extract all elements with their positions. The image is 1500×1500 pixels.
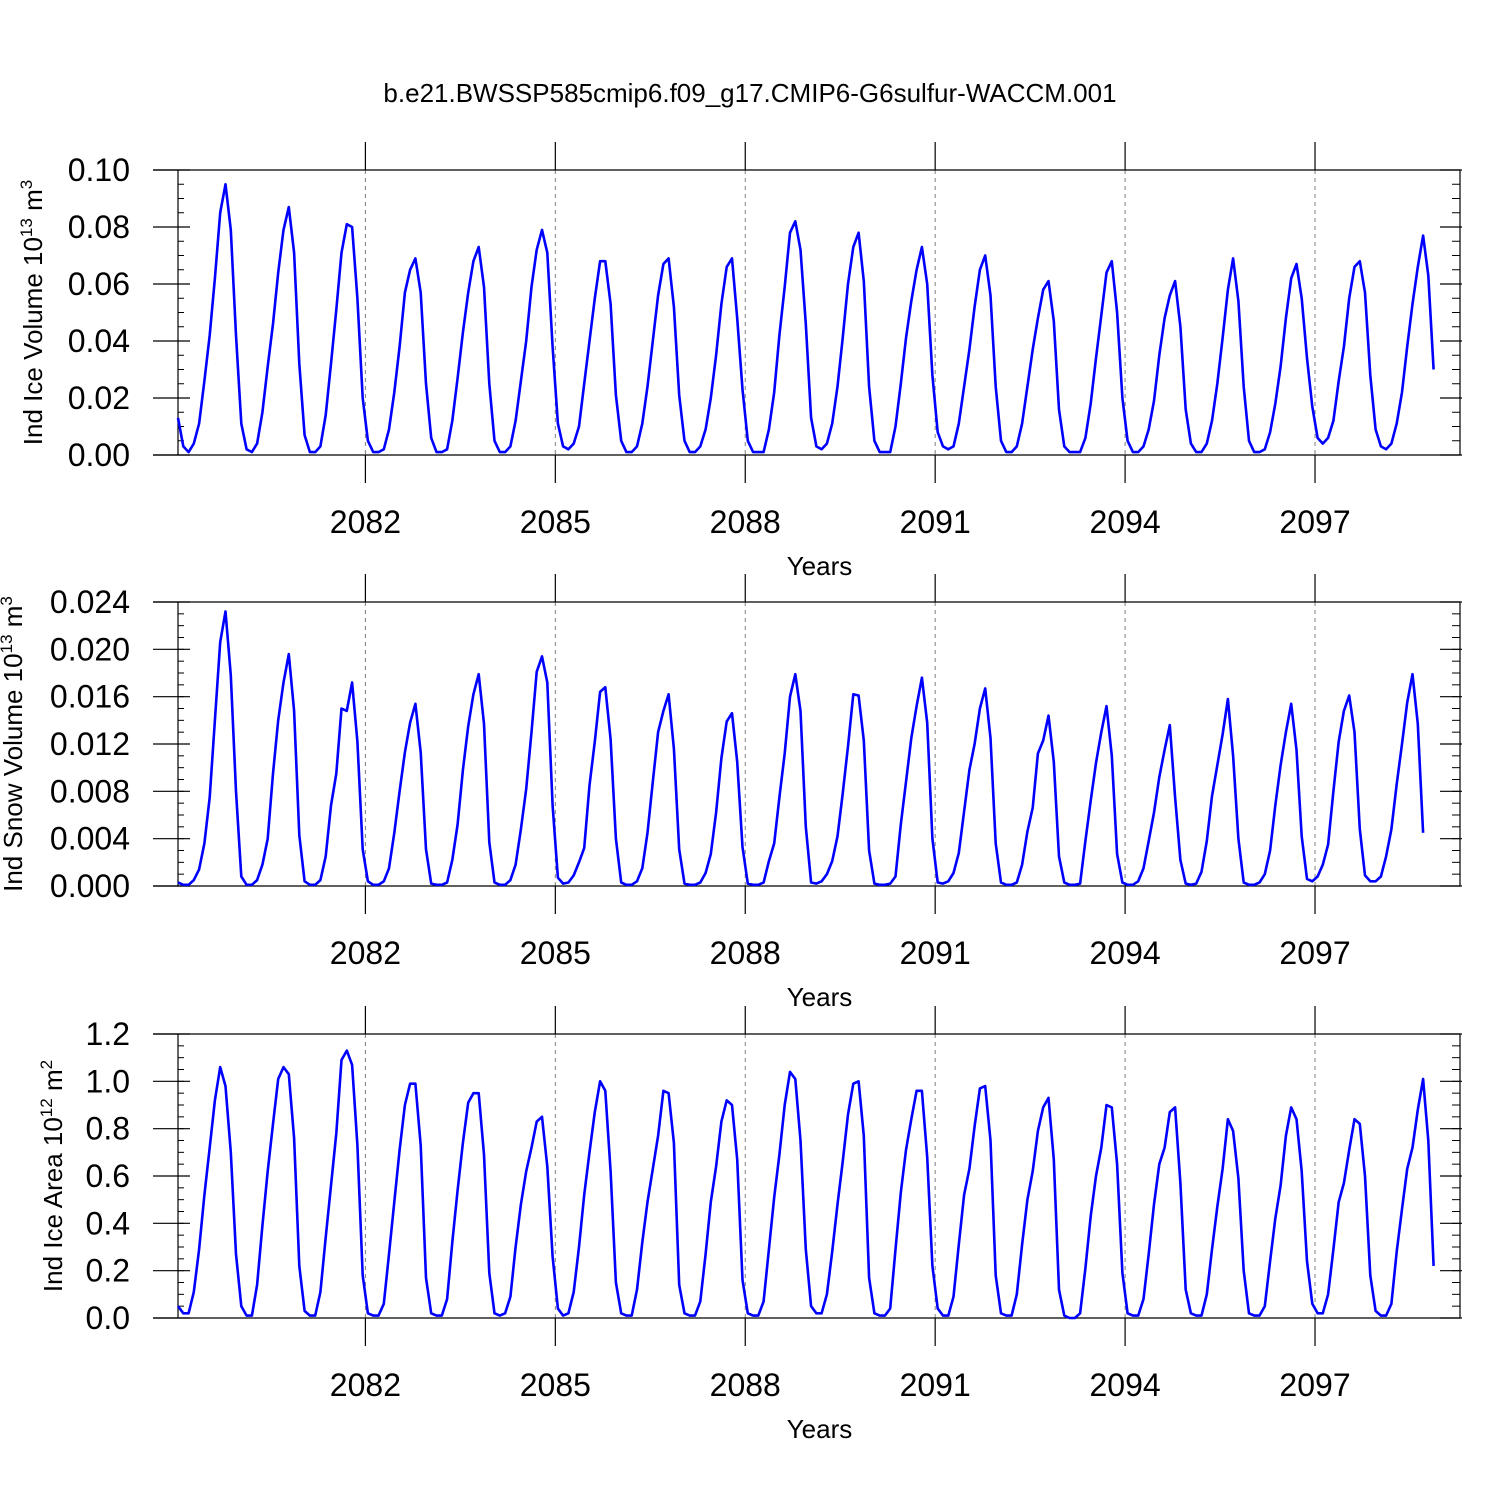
y-axis-title: Ind Ice Volume 1013 m3 [17,180,48,445]
y-tick-label: 0.008 [50,773,130,809]
panel-ice-area: 0.0 0.2 0.4 0.6 0.8 1.0 1.2 2082 2085 2088 2091 209… [37,1006,1462,1444]
x-axis-title: Years [787,1414,853,1444]
y-tick-label: 0.08 [68,209,130,245]
panel-ice-volume: 0.00 0.02 0.04 0.06 0.08 0.10 2082 2085 2088 2091… [17,142,1462,581]
x-tick-label-2088: 2088 [710,935,781,971]
x-tick-label-2091: 2091 [900,504,971,540]
x-tick-label-2094: 2094 [1090,935,1161,971]
x-tick-label-2097: 2097 [1279,504,1350,540]
x-tick-label-2085: 2085 [520,935,591,971]
x-tick-label-2097: 2097 [1279,935,1350,971]
y-tick-label: 0.06 [68,266,130,302]
y-tick-label: 0.04 [68,323,130,359]
y-tick-label: 0.4 [86,1205,130,1241]
y-tick-label: 0.10 [68,152,130,188]
x-tick-label-2082: 2082 [330,935,401,971]
y-tick-label: 0.2 [86,1253,130,1289]
x-tick-label-2088: 2088 [710,504,781,540]
x-tick-label-2094: 2094 [1090,504,1161,540]
x-tick-label-2091: 2091 [900,1367,971,1403]
y-tick-label: 0.0 [86,1300,130,1336]
y-axis-title: Ind Ice Area 1012 m2 [37,1060,68,1292]
x-tick-label-2082: 2082 [330,504,401,540]
y-tick-label: 0.6 [86,1158,130,1194]
y-tick-label: 0.012 [50,726,130,762]
y-tick-label: 1.2 [86,1016,130,1052]
y-tick-label: 0.8 [86,1111,130,1147]
y-tick-label: 0.024 [50,584,130,620]
x-axis-title: Years [787,551,853,581]
y-tick-label: 0.016 [50,679,130,715]
panel-snow-volume: 0.000 0.004 0.008 0.012 0.016 0.020 0.024 2082 2… [0,574,1462,1012]
x-tick-label-2094: 2094 [1090,1367,1161,1403]
x-tick-label-2088: 2088 [710,1367,781,1403]
x-axis-title: Years [787,982,853,1012]
y-tick-label: 1.0 [86,1063,130,1099]
x-tick-label-2097: 2097 [1279,1367,1350,1403]
y-axis-title: Ind Snow Volume 1013 m3 [0,596,28,892]
x-tick-label-2085: 2085 [520,1367,591,1403]
series-line-ice-area [176,1049,1435,1320]
chart-title: b.e21.BWSSP585cmip6.f09_g17.CMIP6-G6sulf… [383,78,1117,108]
y-tick-label: 0.02 [68,380,130,416]
series-line-ice-volume [176,183,1435,454]
x-tick-label-2082: 2082 [330,1367,401,1403]
x-tick-label-2091: 2091 [900,935,971,971]
series-line-snow-volume [177,610,1425,887]
x-tick-label-2085: 2085 [520,504,591,540]
y-tick-label: 0.020 [50,631,130,667]
y-tick-label: 0.004 [50,821,130,857]
y-tick-label: 0.000 [50,868,130,904]
y-tick-label: 0.00 [68,437,130,473]
